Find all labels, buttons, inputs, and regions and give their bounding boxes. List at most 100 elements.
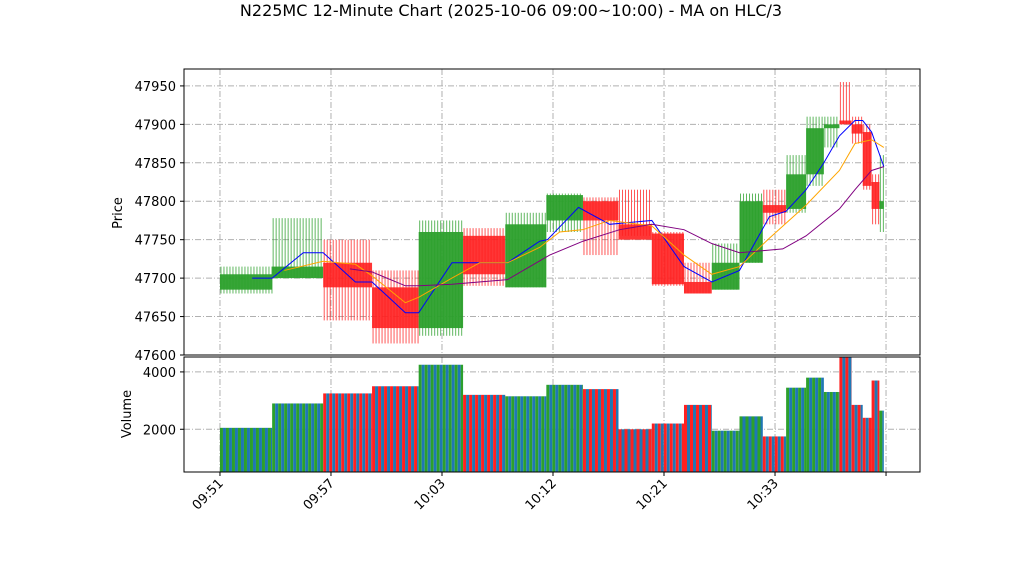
volume-bar [848,355,851,472]
volume-bar [552,385,555,472]
volume-bar [281,403,284,472]
volume-bar [335,393,338,472]
volume-bar [247,428,250,472]
volume-bar [636,429,639,472]
volume-bar [417,386,419,472]
volume-bar [833,392,836,472]
volume-bar [775,436,778,472]
volume-bar [655,424,658,472]
volume-bar [287,403,290,472]
volume-bar [564,385,567,472]
volume-bar [604,389,607,472]
volume-bar [481,395,484,472]
volume-bar [402,386,405,472]
volume-bar [414,386,417,472]
volume-bar [529,396,532,472]
volume-bar [682,424,684,472]
volume-bar [446,365,449,472]
volume-bar [293,403,296,472]
volume-bar [598,389,601,472]
volume-bar [801,388,804,472]
volume-bar [278,403,281,472]
volume-bar [359,393,362,472]
volume-bar [670,424,673,472]
volume-tick-label: 4000 [143,366,176,381]
volume-bar [244,428,247,472]
volume-bar [866,418,869,472]
volume-bar [754,416,757,472]
volume-bar [616,389,619,472]
ohlc-body-up [739,201,762,263]
volume-bar [742,416,745,472]
price-tick-label: 47750 [135,234,176,249]
volume-bar [284,403,287,472]
volume-bar [633,429,636,472]
ohlc-body-down [852,124,863,133]
volume-bar [496,395,499,472]
volume-bar [505,396,508,472]
volume-bar [724,431,727,472]
volume-bar [275,403,278,472]
volume-bar [673,424,676,472]
volume-bar [855,405,858,472]
volume-bar [532,396,535,472]
price-tick-label: 47950 [135,80,176,95]
volume-bar [842,355,845,472]
volume-bar [766,436,769,472]
volume-bar [223,428,226,472]
volume-bar [784,436,786,472]
volume-bar [371,393,372,472]
price-axis-label: Price [111,197,126,229]
volume-bar [372,386,375,472]
volume-bar [437,365,440,472]
ohlc-body-down [872,182,880,209]
volume-bar [387,386,390,472]
ohlc-body-up [879,201,883,209]
volume-bar [827,392,830,472]
volume-bar [368,393,371,472]
volume-bar [595,389,598,472]
volume-bar [549,385,552,472]
volume-bar [555,385,558,472]
volume-bar [757,416,760,472]
volume-bar [658,424,661,472]
volume-bar [567,385,570,472]
volume-bar [613,389,616,472]
volume-bar [265,428,268,472]
volume-bar [308,403,311,472]
volume-bar [259,428,262,472]
volume-bar [440,365,443,472]
volume-bar [642,429,645,472]
volume-bar [271,428,272,472]
volume-bar [535,396,538,472]
volume-bar [839,392,840,472]
volume-bar [639,429,642,472]
volume-bar [624,429,627,472]
volume-bar [341,393,344,472]
volume-bar [405,386,408,472]
price-tick-label: 47700 [135,272,176,287]
volume-bar [478,395,481,472]
volume-bar [452,365,455,472]
volume-bar [589,389,592,472]
volume-bar [869,418,872,472]
volume-bar [601,389,604,472]
volume-bar [621,429,624,472]
volume-bar [253,428,256,472]
volume-bar [365,393,368,472]
volume-bar [520,396,523,472]
volume-bar [845,355,848,472]
volume-bar [798,388,801,472]
volume-bar [736,431,739,472]
ohlc-body-up [220,274,272,289]
volume-bar [576,385,579,472]
volume-bar [338,393,341,472]
volume-bar [592,389,595,472]
volume-bar [546,385,549,472]
volume-bar [715,431,718,472]
volume-bar [526,396,529,472]
volume-bar [679,424,682,472]
volume-bar [863,418,866,472]
